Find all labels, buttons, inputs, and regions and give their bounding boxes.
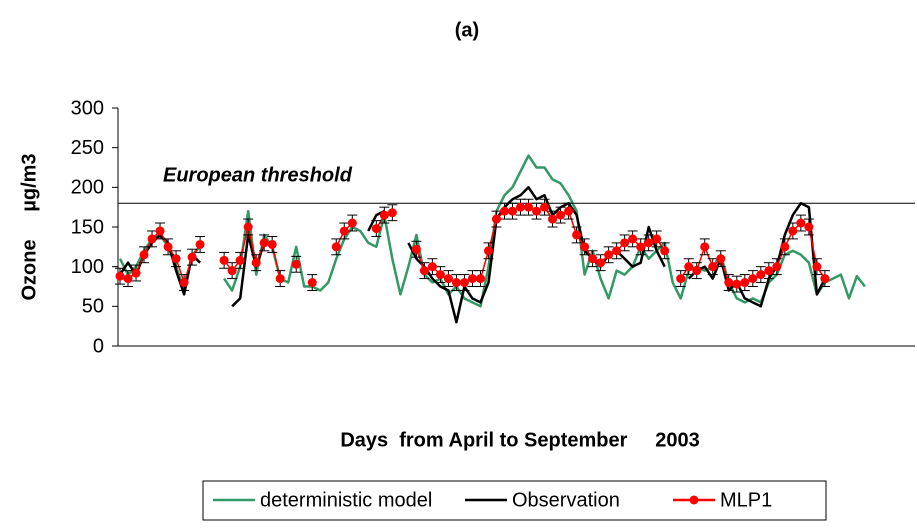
x-axis-label: Days from April to September 2003 — [340, 429, 699, 451]
marker — [499, 206, 509, 216]
marker — [724, 278, 734, 288]
marker — [475, 274, 485, 284]
marker — [451, 278, 461, 288]
y-tick-label: 50 — [82, 296, 104, 318]
marker — [700, 242, 710, 252]
marker — [371, 224, 381, 234]
marker — [732, 279, 742, 289]
marker — [764, 266, 774, 276]
y-axis-label: Ozone µg/m3 — [18, 153, 40, 300]
marker — [467, 274, 477, 284]
marker — [507, 206, 517, 216]
marker — [195, 239, 205, 249]
legend-label: deterministic model — [260, 489, 432, 511]
y-tick-label: 250 — [71, 137, 104, 159]
legend-label: MLP1 — [720, 489, 772, 511]
marker — [620, 238, 630, 248]
marker — [163, 242, 173, 252]
marker — [411, 244, 421, 254]
marker — [652, 234, 662, 244]
legend-marker — [689, 495, 699, 505]
marker — [708, 262, 718, 272]
marker — [139, 250, 149, 260]
marker — [259, 238, 269, 248]
marker — [339, 226, 349, 236]
marker — [804, 222, 814, 232]
marker — [612, 246, 622, 256]
marker — [524, 202, 534, 212]
marker — [716, 254, 726, 264]
marker — [331, 242, 341, 252]
threshold-label: European threshold — [163, 164, 353, 186]
marker — [772, 262, 782, 272]
y-tick-label: 150 — [71, 216, 104, 238]
marker — [636, 242, 646, 252]
marker — [572, 230, 582, 240]
marker — [347, 218, 357, 228]
marker — [427, 262, 437, 272]
marker — [483, 246, 493, 256]
marker — [580, 242, 590, 252]
marker — [291, 259, 301, 269]
marker — [243, 222, 253, 232]
marker — [548, 214, 558, 224]
marker — [227, 266, 237, 276]
marker — [812, 262, 822, 272]
chart-title: (a) — [455, 19, 479, 41]
marker — [820, 274, 830, 284]
marker — [748, 274, 758, 284]
marker — [660, 246, 670, 256]
marker — [532, 206, 542, 216]
marker — [435, 270, 445, 280]
marker — [644, 238, 654, 248]
y-tick-label: 0 — [93, 335, 104, 357]
marker — [588, 254, 598, 264]
marker — [564, 206, 574, 216]
marker — [267, 239, 277, 249]
marker — [179, 278, 189, 288]
marker — [219, 255, 229, 265]
marker — [740, 278, 750, 288]
marker — [443, 274, 453, 284]
marker — [756, 270, 766, 280]
marker — [155, 226, 165, 236]
marker — [788, 226, 798, 236]
marker — [147, 234, 157, 244]
marker — [684, 262, 694, 272]
marker — [251, 258, 261, 268]
marker — [596, 258, 606, 268]
marker — [516, 202, 526, 212]
marker — [692, 266, 702, 276]
legend-label: Observation — [512, 489, 620, 511]
marker — [275, 274, 285, 284]
marker — [235, 255, 245, 265]
marker — [491, 214, 501, 224]
marker — [604, 250, 614, 260]
y-tick-label: 200 — [71, 177, 104, 199]
marker — [676, 274, 686, 284]
marker — [123, 274, 133, 284]
y-tick-label: 300 — [71, 97, 104, 119]
marker — [171, 254, 181, 264]
marker — [540, 202, 550, 212]
marker — [556, 210, 566, 220]
legend-box — [202, 480, 827, 521]
marker — [796, 218, 806, 228]
marker — [780, 242, 790, 252]
marker — [459, 278, 469, 288]
marker — [379, 210, 389, 220]
marker — [115, 271, 125, 281]
marker — [187, 252, 197, 262]
marker — [387, 208, 397, 218]
marker — [307, 278, 317, 288]
marker — [131, 268, 141, 278]
marker — [419, 266, 429, 276]
y-tick-label: 100 — [71, 256, 104, 278]
marker — [628, 234, 638, 244]
